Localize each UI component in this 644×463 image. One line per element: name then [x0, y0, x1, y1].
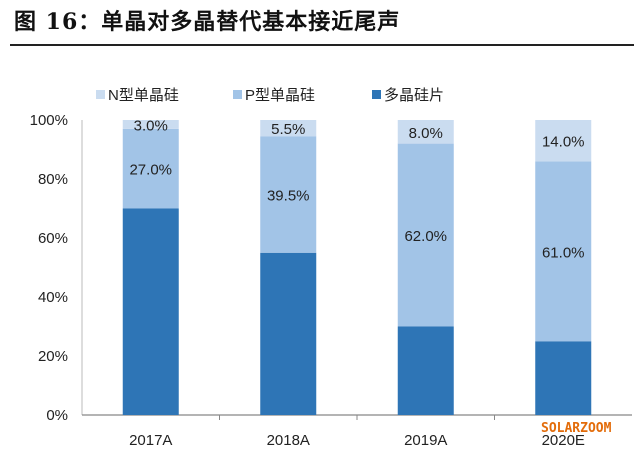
- legend-swatch: [96, 90, 105, 99]
- data-label: 61.0%: [542, 244, 585, 261]
- y-tick-label: 60%: [38, 230, 68, 247]
- data-label: 39.5%: [267, 187, 310, 204]
- bar-segment: [122, 120, 179, 129]
- bar-segment: [122, 128, 179, 209]
- bar-segment: [397, 120, 454, 144]
- data-label: 3.0%: [134, 117, 168, 134]
- bar-segment: [397, 143, 454, 327]
- legend-swatch: [372, 90, 381, 99]
- y-tick-label: 0%: [46, 407, 68, 424]
- bar-segment: [260, 120, 317, 137]
- bar-segment: [260, 252, 317, 415]
- y-tick-label: 80%: [38, 171, 68, 188]
- data-label: 5.5%: [271, 121, 305, 138]
- x-tick-label: 2017A: [129, 432, 172, 449]
- legend-swatch: [233, 90, 242, 99]
- title-rule: [10, 44, 634, 46]
- x-tick-label: 2020E: [542, 432, 585, 449]
- data-label: 8.0%: [409, 125, 443, 142]
- bar-segment: [260, 136, 317, 253]
- data-label: 62.0%: [404, 228, 447, 245]
- legend-label: N型单晶硅: [108, 87, 179, 104]
- bar-segment: [535, 120, 592, 162]
- y-tick-label: 100%: [30, 112, 68, 129]
- figure-title: 图 16：单晶对多晶替代基本接近尾声: [14, 9, 401, 35]
- bar-segment: [397, 326, 454, 415]
- bar-segment: [535, 341, 592, 415]
- data-label: 27.0%: [129, 162, 172, 179]
- bar-segment: [535, 161, 592, 342]
- bar-segment: [122, 208, 179, 415]
- y-tick-label: 20%: [38, 348, 68, 365]
- x-tick-label: 2019A: [404, 432, 447, 449]
- y-tick-label: 40%: [38, 289, 68, 306]
- watermark-logo: SOLARZOOM: [541, 421, 612, 436]
- x-tick-label: 2018A: [267, 432, 310, 449]
- data-label: 14.0%: [542, 134, 585, 151]
- legend-label: P型单晶硅: [245, 87, 315, 104]
- legend-label: 多晶硅片: [384, 87, 444, 104]
